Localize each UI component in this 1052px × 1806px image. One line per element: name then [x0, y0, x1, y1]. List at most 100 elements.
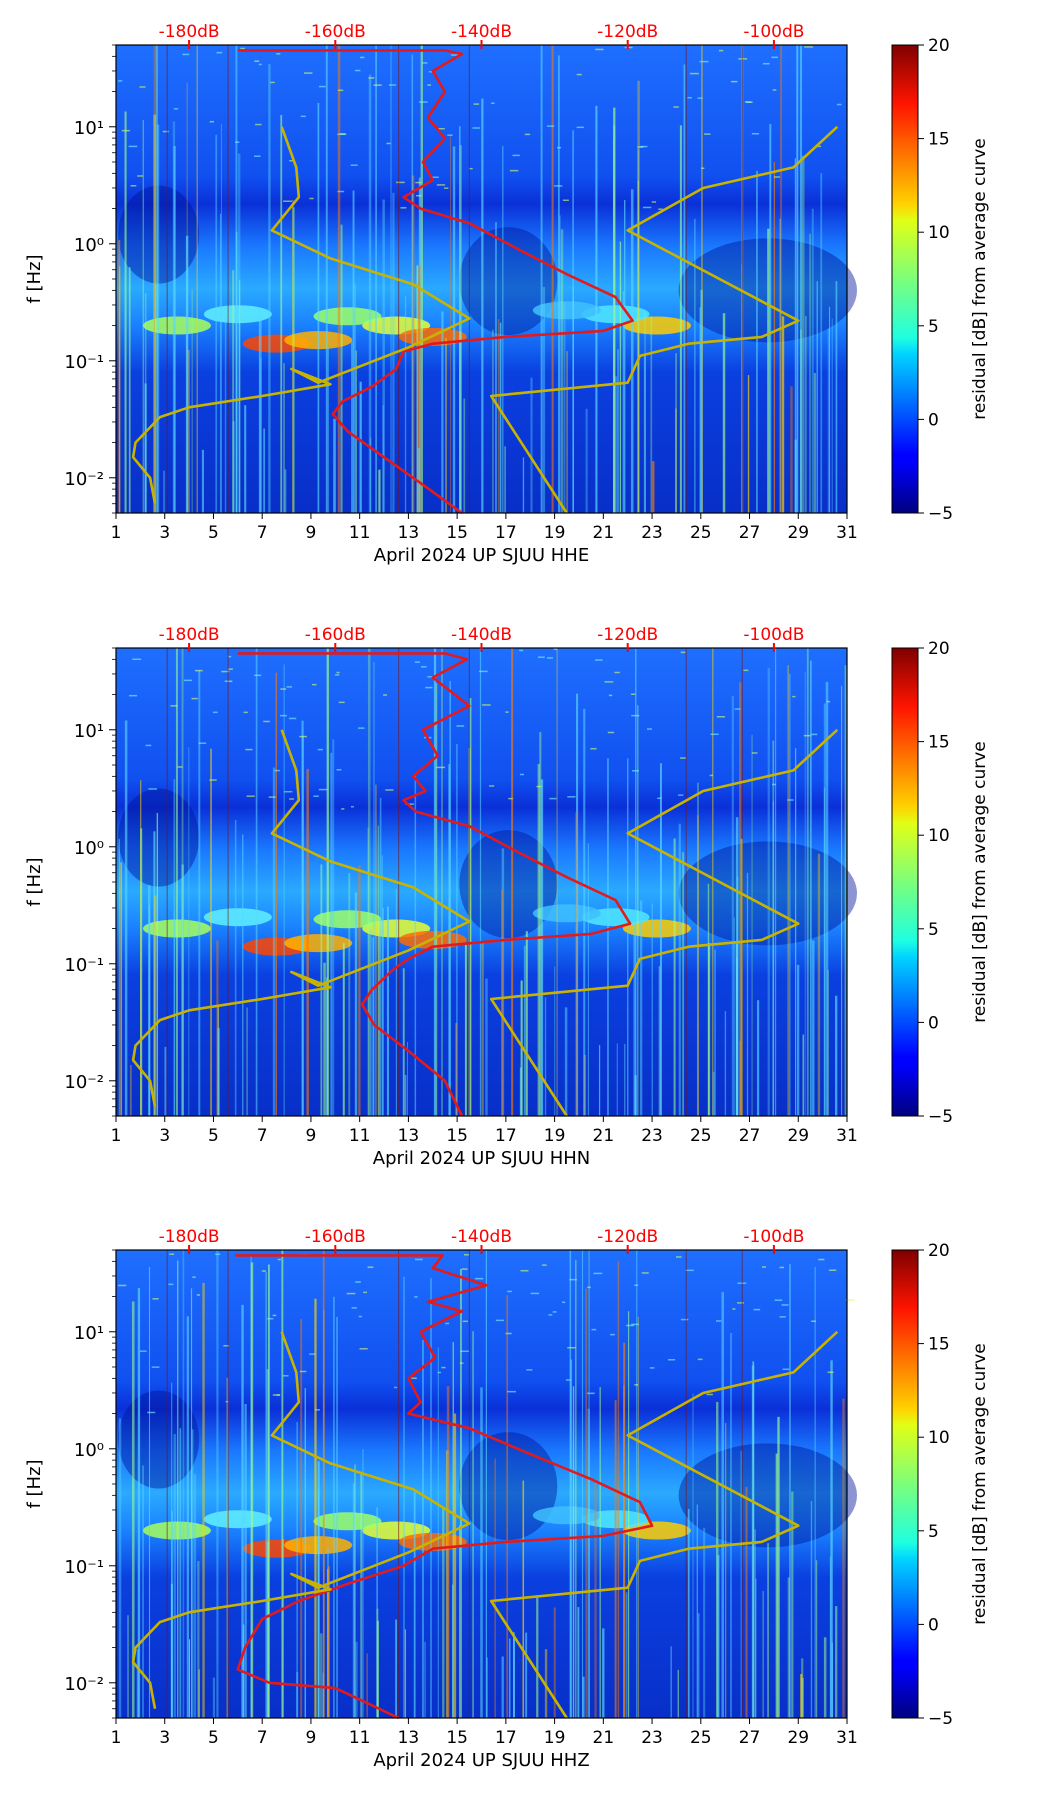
noise-streak [796, 964, 800, 1116]
y-tick-label: 10⁻¹ [64, 955, 104, 976]
x-tick-label: 31 [836, 1728, 858, 1748]
noise-streak [835, 1606, 838, 1718]
hf-speckle [536, 785, 542, 788]
noise-streak [823, 1637, 827, 1718]
hf-speckle [396, 181, 405, 184]
noise-streak [747, 375, 750, 513]
hf-speckle [718, 49, 724, 52]
noise-streak [156, 124, 160, 514]
noise-streak [492, 329, 494, 513]
noise-streak [588, 1250, 590, 1718]
hf-speckle [782, 1368, 790, 1371]
colorbar-tick-label: 0 [928, 410, 939, 430]
noise-streak [789, 674, 791, 1116]
hf-speckle [128, 694, 138, 697]
colorbar-tick-label: 20 [928, 639, 950, 659]
hf-speckle [631, 1323, 639, 1326]
noise-streak [522, 1480, 525, 1718]
noise-streak [170, 1583, 173, 1718]
hf-speckle [336, 671, 340, 674]
colorbar-tick-label: 10 [928, 1428, 950, 1448]
noise-streak [163, 470, 166, 513]
noise-streak [220, 123, 222, 514]
noise-streak [187, 349, 190, 513]
hf-speckle [373, 84, 382, 86]
noise-streak [772, 740, 775, 1116]
noise-streak [523, 945, 526, 1116]
noise-streak [522, 457, 525, 513]
hf-speckle [552, 1311, 557, 1313]
noise-streak [617, 1261, 620, 1718]
hf-speckle [253, 155, 261, 157]
hf-speckle [243, 711, 248, 714]
noise-streak [733, 917, 735, 1116]
hf-speckle [358, 1315, 362, 1318]
hf-speckle [431, 176, 439, 179]
noise-streak [637, 1316, 639, 1718]
x-tick-label: 13 [398, 1728, 420, 1748]
y-axis-label: f [Hz] [24, 254, 45, 303]
noise-streak [696, 815, 699, 1116]
hf-speckle [334, 674, 340, 676]
hf-speckle [479, 670, 488, 673]
hf-speckle [595, 659, 603, 661]
hf-speckle [341, 808, 345, 810]
noise-streak [472, 1331, 474, 1718]
hf-speckle [462, 1320, 468, 1323]
noise-streak [844, 665, 847, 1116]
noise-streak [212, 1677, 215, 1718]
noise-streak [602, 1628, 605, 1718]
curve-average-psd [237, 652, 632, 1117]
noise-streak [191, 1429, 194, 1718]
hf-speckle [587, 1286, 591, 1289]
noise-streak [395, 888, 397, 1116]
colorbar-tick-label: 5 [928, 317, 939, 337]
noise-streak [413, 1491, 416, 1718]
hf-speckle [548, 1314, 553, 1316]
hf-speckle [680, 1318, 689, 1321]
hf-speckle [482, 704, 491, 706]
hf-speckle [697, 1358, 703, 1361]
noise-streak [508, 1638, 511, 1718]
hf-speckle [774, 1299, 783, 1301]
colorbar-tick-label: 15 [928, 130, 950, 150]
noise-streak [619, 241, 622, 513]
noise-streak [816, 281, 819, 513]
hf-speckle [524, 133, 531, 136]
noise-streak [787, 665, 789, 1116]
noise-streak [283, 363, 285, 513]
noise-streak [802, 155, 805, 514]
hf-speckle [634, 1284, 639, 1286]
hf-speckle [640, 145, 648, 148]
hf-speckle [254, 60, 260, 62]
noise-streak [637, 705, 639, 1116]
noise-streak [332, 1296, 335, 1718]
hf-speckle [507, 1290, 512, 1293]
hf-speckle [710, 733, 719, 736]
noise-streak [637, 80, 640, 514]
colorbar-tick-label: 0 [928, 1013, 939, 1033]
hf-speckle [753, 1308, 761, 1311]
noise-streak [585, 408, 588, 513]
noise-streak [810, 660, 812, 1116]
hf-speckle [170, 705, 178, 707]
hf-speckle [562, 199, 569, 202]
hf-speckle [826, 700, 831, 703]
noise-streak [731, 695, 734, 1116]
hf-speckle [235, 141, 240, 143]
noise-streak [564, 1007, 568, 1116]
hf-speckle [368, 77, 375, 79]
noise-streak [639, 900, 643, 1116]
noise-streak [823, 703, 826, 1116]
hf-speckle [772, 783, 776, 786]
noise-streak [506, 1295, 509, 1718]
noise-streak [433, 648, 437, 1116]
microseism-patch [532, 1506, 601, 1525]
x-tick-label: 1 [111, 1728, 122, 1748]
x-tick-label: 29 [787, 1728, 809, 1748]
noise-streak [455, 1023, 458, 1116]
colorbar-tick-label: 10 [928, 223, 950, 243]
